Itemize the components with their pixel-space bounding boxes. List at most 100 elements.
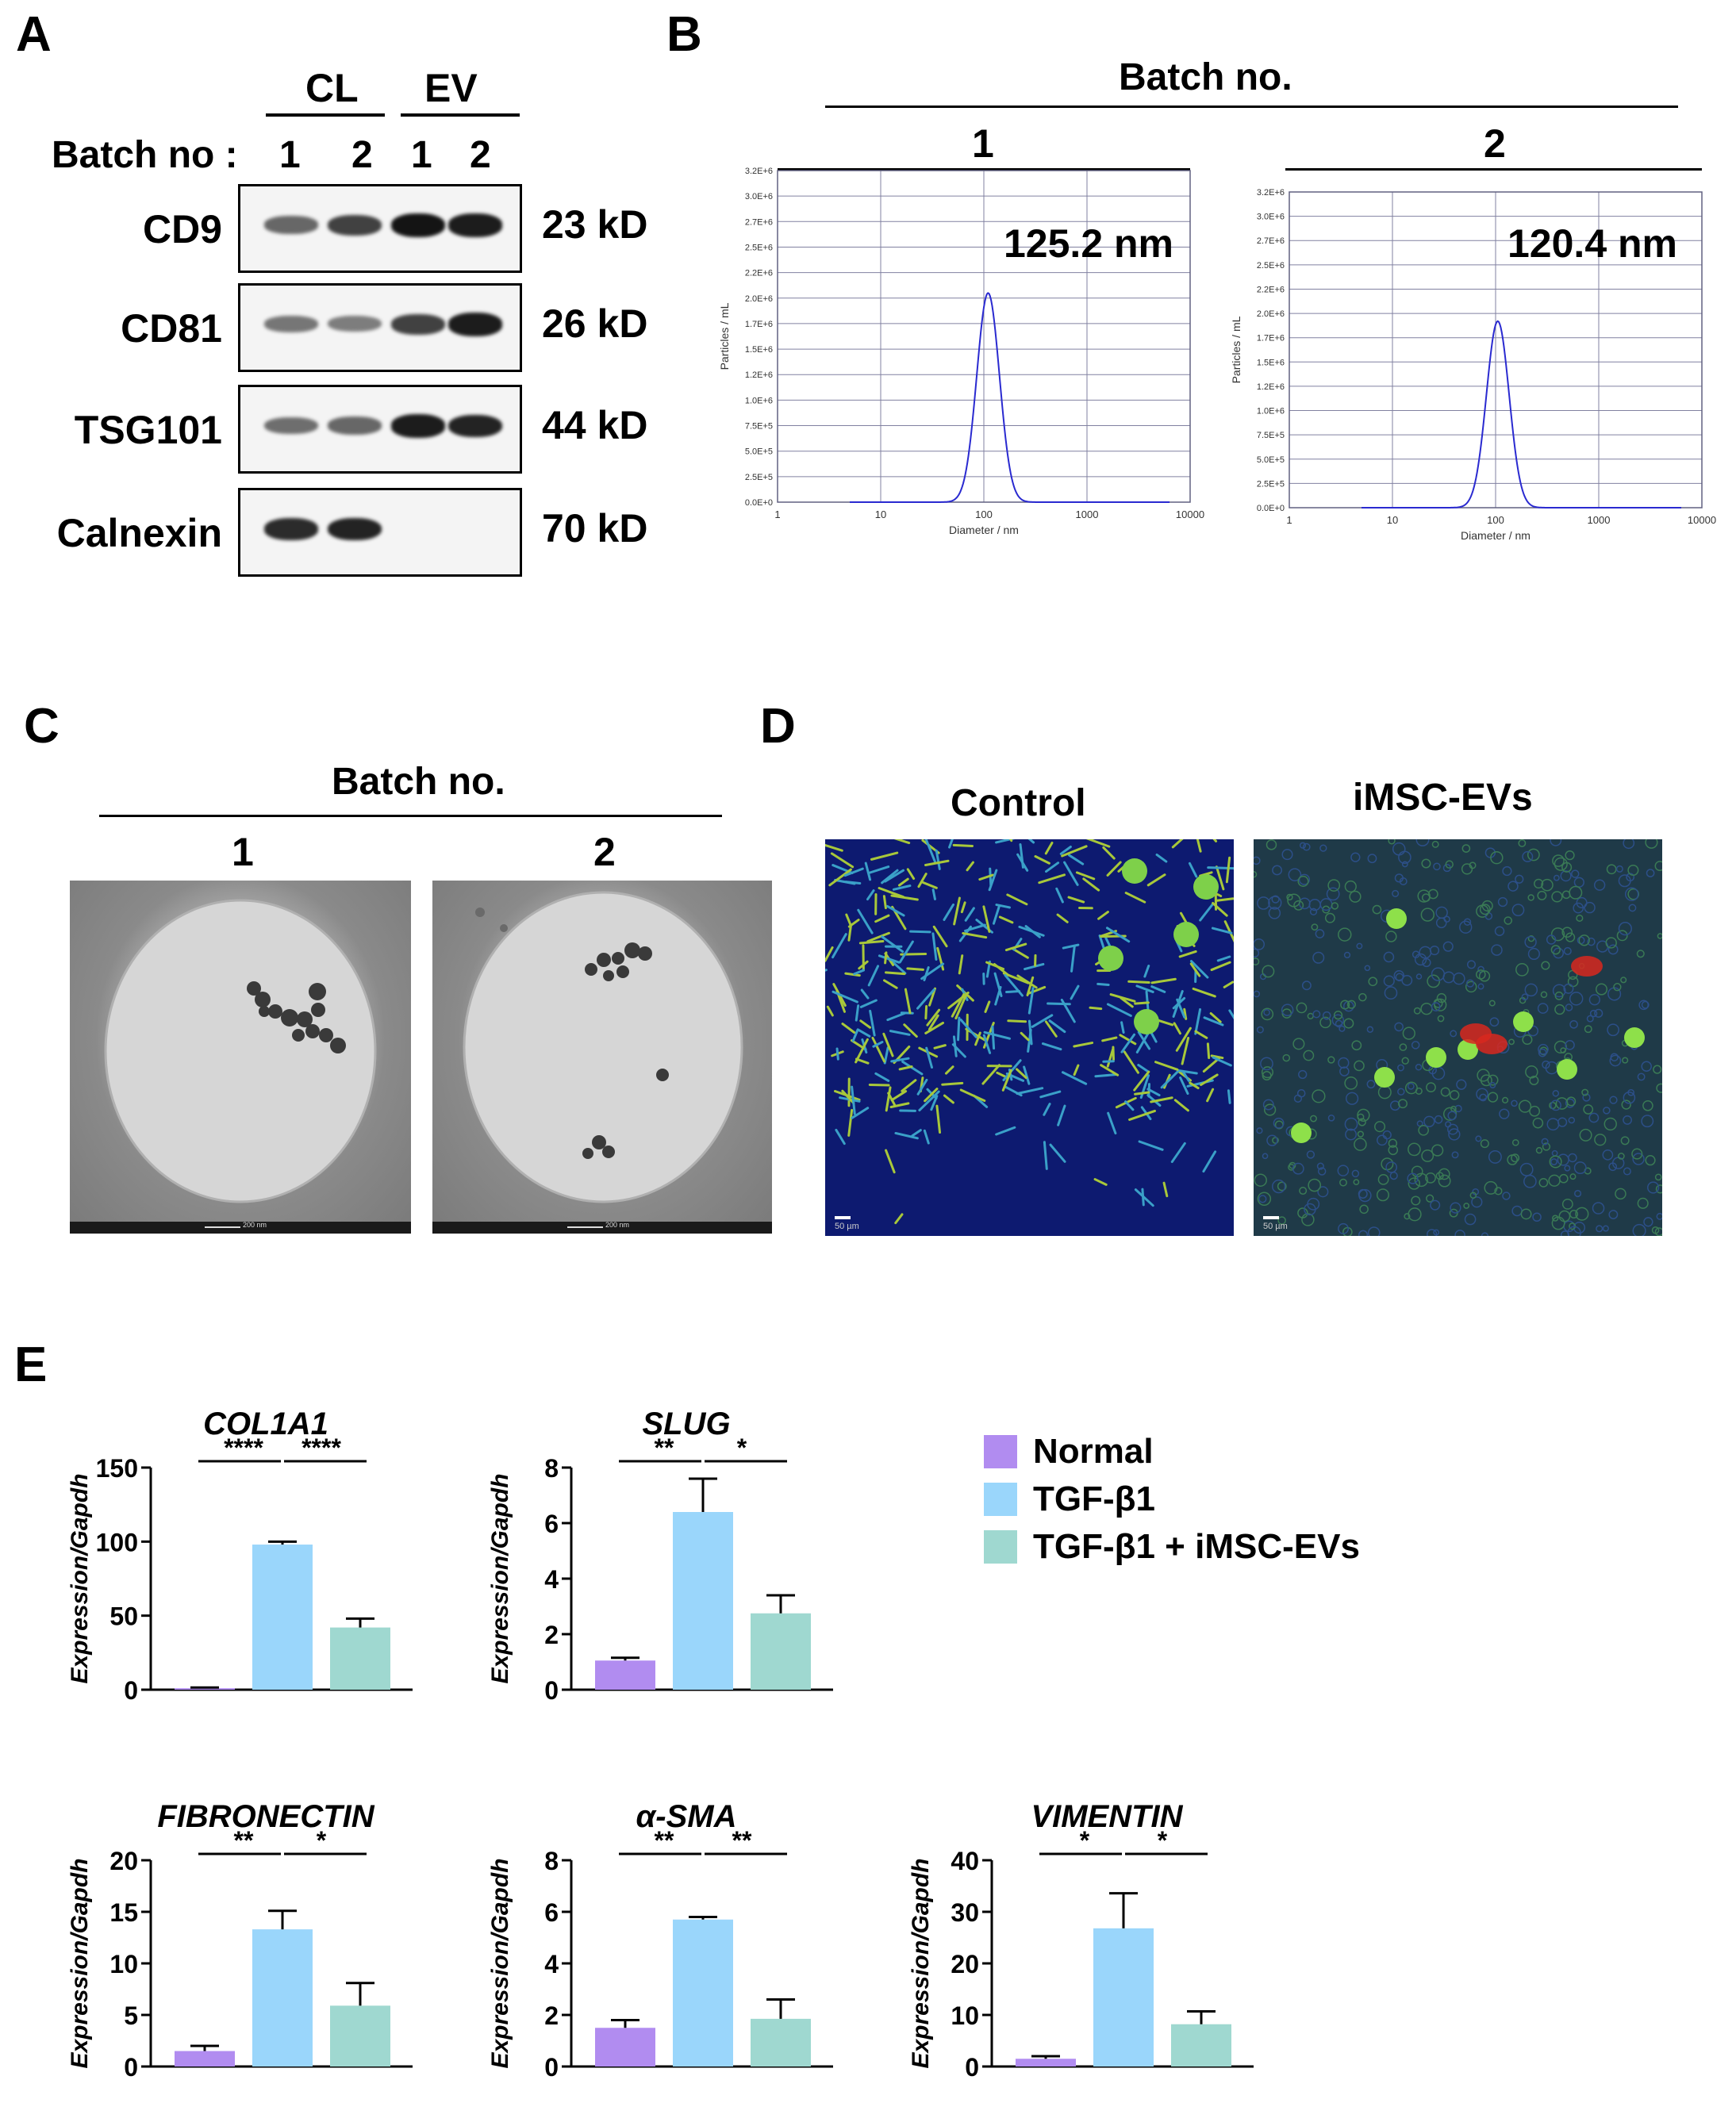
tubule-stain [924, 1021, 945, 1034]
nta-ytick-label: 2.2E+6 [1257, 285, 1285, 294]
tissue-stain [1306, 1150, 1315, 1159]
tubule-stain [1070, 944, 1076, 973]
tubule-stain [916, 988, 935, 1010]
tissue-stain [1366, 1080, 1376, 1089]
tubule-stain [1162, 1181, 1169, 1198]
blot-band [264, 517, 318, 540]
tubule-stain [918, 1090, 940, 1111]
blot-strip [238, 385, 522, 474]
tissue-stain [1594, 1134, 1607, 1146]
tubule-stain [1210, 961, 1231, 972]
tissue-stain [1581, 1088, 1589, 1096]
tubule-stain [1189, 962, 1201, 977]
tubule-stain [1119, 1034, 1137, 1046]
tubule-stain [870, 851, 899, 861]
tem-batch-label: 1 [232, 830, 254, 874]
nta-ytick-label: 0.0E+0 [745, 498, 773, 508]
tubule-stain [1120, 996, 1134, 1008]
tubule-stain [1202, 1150, 1217, 1173]
tubule-stain [1120, 1033, 1136, 1053]
tubule-stain [883, 1046, 889, 1065]
tissue-stain [1560, 870, 1572, 882]
glomerulus-stain [1291, 1122, 1312, 1143]
tissue-stain [1423, 1115, 1435, 1127]
tubule-stain [906, 868, 916, 881]
tissue-stain [1414, 1172, 1429, 1188]
tubule-stain [1150, 1096, 1173, 1103]
tubule-stain [1134, 1001, 1150, 1005]
tubule-stain [984, 1000, 991, 1013]
nta-xtick-label: 1 [1286, 514, 1292, 526]
tubule-stain [1007, 1019, 1027, 1023]
tissue-stain [1404, 1081, 1418, 1095]
nta-batch-line [778, 168, 1190, 171]
tissue-stain [1550, 945, 1561, 955]
tubule-stain [882, 1032, 894, 1057]
nta-ytick-label: 5.0E+5 [745, 447, 773, 457]
tissue-stain [1257, 1192, 1272, 1206]
tissue-stain [1281, 849, 1293, 861]
tissue-stain [1469, 1192, 1477, 1199]
tubule-stain [874, 1072, 890, 1082]
tissue-stain [1339, 1066, 1350, 1076]
tissue-stain [1647, 1181, 1660, 1194]
tubule-stain [841, 1023, 856, 1034]
tubule-stain [1183, 1007, 1188, 1020]
tissue-stain [1592, 1202, 1605, 1215]
lane-label: 2 [351, 134, 373, 176]
tubule-stain [890, 1090, 908, 1102]
blot-band [328, 214, 382, 236]
tubule-stain [1215, 865, 1225, 891]
tubule-stain [835, 1047, 839, 1061]
tissue-stain [1338, 1057, 1350, 1069]
tissue-stain [1541, 1138, 1549, 1146]
tissue-stain [1571, 869, 1580, 878]
tissue-stain [1440, 1087, 1450, 1097]
nta-ylabel: Particles / mL [1230, 316, 1242, 383]
tissue-stain [1420, 908, 1435, 922]
tissue-stain [1582, 1093, 1591, 1102]
tissue-stain [1622, 1057, 1629, 1064]
legend-item: TGF-β1 [984, 1476, 1360, 1523]
tissue-stain [1511, 1138, 1519, 1146]
tubule-stain [886, 1011, 907, 1022]
tissue-stain [1481, 1232, 1489, 1236]
tubule-stain [1085, 839, 1111, 848]
tubule-stain [911, 1129, 922, 1138]
tubule-stain [924, 1088, 939, 1103]
tissue-stain [1478, 970, 1491, 982]
tubule-stain [892, 885, 912, 891]
tissue-stain [1282, 1053, 1291, 1062]
tissue-stain [1550, 1158, 1557, 1165]
tissue-stain [1520, 1208, 1532, 1220]
tissue-stain [1343, 951, 1351, 959]
tubule-stain [1150, 977, 1177, 984]
tissue-stain [1627, 864, 1639, 877]
legend-swatch [984, 1435, 1017, 1468]
tissue-stain [1351, 1169, 1360, 1178]
y-tick-label: 20 [109, 1847, 138, 1875]
tissue-stain [1254, 1173, 1267, 1187]
bar [595, 2028, 655, 2067]
tissue-stain [1254, 870, 1258, 878]
tissue-stain [1421, 1149, 1435, 1162]
tubule-stain [1061, 845, 1088, 858]
tissue-stain [1438, 1174, 1451, 1188]
tubule-stain [1128, 1109, 1156, 1121]
tubule-stain [882, 895, 887, 910]
tubule-stain [832, 933, 847, 959]
tubule-stain [1133, 1070, 1150, 1092]
nta-xtick-label: 10000 [1176, 508, 1204, 520]
tubule-stain [826, 1005, 834, 1017]
tissue-stain [1576, 914, 1584, 923]
tubule-stain [1059, 845, 1072, 855]
tissue-stain [1508, 1038, 1515, 1046]
tissue-stain [1461, 863, 1473, 875]
tissue-stain [1541, 961, 1550, 970]
tubule-stain [1024, 962, 1045, 971]
tubule-stain [923, 966, 930, 981]
tubule-stain [995, 839, 1016, 844]
tissue-stain [1499, 1108, 1510, 1119]
tubule-stain [1038, 873, 1066, 885]
tubule-stain [1182, 1071, 1190, 1082]
